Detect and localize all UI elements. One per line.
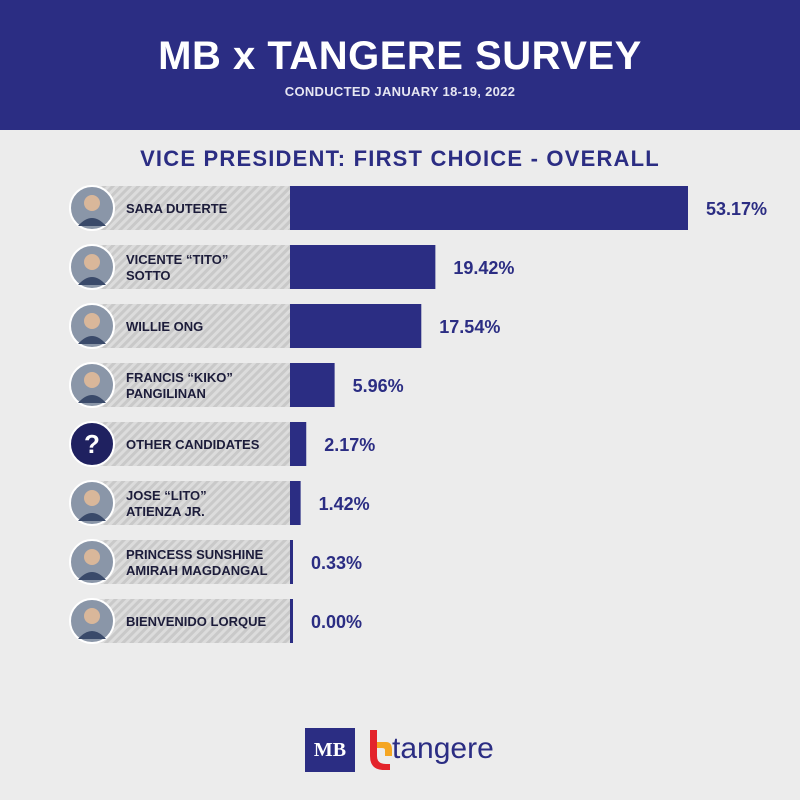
tangere-mark-icon <box>370 730 392 770</box>
avatar-head <box>84 490 100 506</box>
question-icon <box>69 421 115 467</box>
candidate-label-panel <box>96 245 290 289</box>
candidate-name: PANGILINAN <box>126 386 206 401</box>
avatar-body <box>78 336 106 344</box>
candidate-name: JOSE “LITO” <box>126 488 207 503</box>
chart-row: JOSE “LITO”ATIENZA JR. 1.42% <box>69 480 370 526</box>
candidate-label-panel <box>96 599 290 643</box>
value-label: 2.17% <box>324 435 375 455</box>
chart-row: ? OTHER CANDIDATES 2.17% <box>69 421 375 467</box>
candidate-label-panel <box>96 186 290 230</box>
bar <box>290 481 301 525</box>
avatar-body <box>78 513 106 521</box>
candidate-label-panel <box>96 363 290 407</box>
candidate-name: BIENVENIDO LORQUE <box>126 614 266 629</box>
tangere-logo: tangere <box>392 732 494 765</box>
chart-title: VICE PRESIDENT: FIRST CHOICE - OVERALL <box>140 146 660 171</box>
mb-logo: MB <box>305 728 355 772</box>
candidate-name: OTHER CANDIDATES <box>126 437 260 452</box>
bar <box>290 422 307 466</box>
candidate-name: VICENTE “TITO” <box>126 252 228 267</box>
value-label: 53.17% <box>706 199 767 219</box>
avatar-body <box>78 218 106 226</box>
page-title: MB x TANGERE SURVEY <box>158 34 642 78</box>
candidate-label-panel <box>96 540 290 584</box>
avatar-head <box>84 549 100 565</box>
chart-row: SARA DUTERTE 53.17% <box>69 185 767 231</box>
value-label: 1.42% <box>319 494 370 514</box>
candidate-name: FRANCIS “KIKO” <box>126 370 233 385</box>
value-label: 0.33% <box>311 553 362 573</box>
value-label: 19.42% <box>453 258 514 278</box>
avatar-head <box>84 608 100 624</box>
candidate-name: WILLIE ONG <box>126 319 203 334</box>
value-label: 17.54% <box>439 317 500 337</box>
bar <box>290 245 436 289</box>
survey-date: CONDUCTED JANUARY 18-19, 2022 <box>284 84 516 99</box>
footer-logos: MB tangere <box>0 720 800 780</box>
bar <box>290 540 293 584</box>
avatar-body <box>78 572 106 580</box>
avatar-body <box>78 631 106 639</box>
bar <box>290 363 335 407</box>
chart-row: BIENVENIDO LORQUE 0.00% <box>69 598 362 644</box>
avatar-head <box>84 372 100 388</box>
chart-row: WILLIE ONG 17.54% <box>69 303 500 349</box>
avatar-head <box>84 254 100 270</box>
bar <box>290 304 422 348</box>
chart-row: VICENTE “TITO”SOTTO 19.42% <box>69 244 514 290</box>
value-label: 0.00% <box>311 612 362 632</box>
question-mark: ? <box>84 429 100 459</box>
header-banner: MB x TANGERE SURVEY CONDUCTED JANUARY 18… <box>0 0 800 130</box>
candidate-label-panel <box>96 481 290 525</box>
avatar-head <box>84 195 100 211</box>
bar <box>290 599 293 643</box>
candidate-name: SOTTO <box>126 268 171 283</box>
candidate-label-panel <box>96 304 290 348</box>
chart-row: FRANCIS “KIKO”PANGILINAN 5.96% <box>69 362 404 408</box>
bar <box>290 186 688 230</box>
avatar-body <box>78 277 106 285</box>
candidate-name: ATIENZA JR. <box>126 504 205 519</box>
avatar-head <box>84 313 100 329</box>
candidate-name: AMIRAH MAGDANGAL <box>126 563 268 578</box>
candidate-name: SARA DUTERTE <box>126 201 228 216</box>
avatar-body <box>78 395 106 403</box>
candidate-label-panel <box>96 422 290 466</box>
candidate-name: PRINCESS SUNSHINE <box>126 547 264 562</box>
value-label: 5.96% <box>353 376 404 396</box>
